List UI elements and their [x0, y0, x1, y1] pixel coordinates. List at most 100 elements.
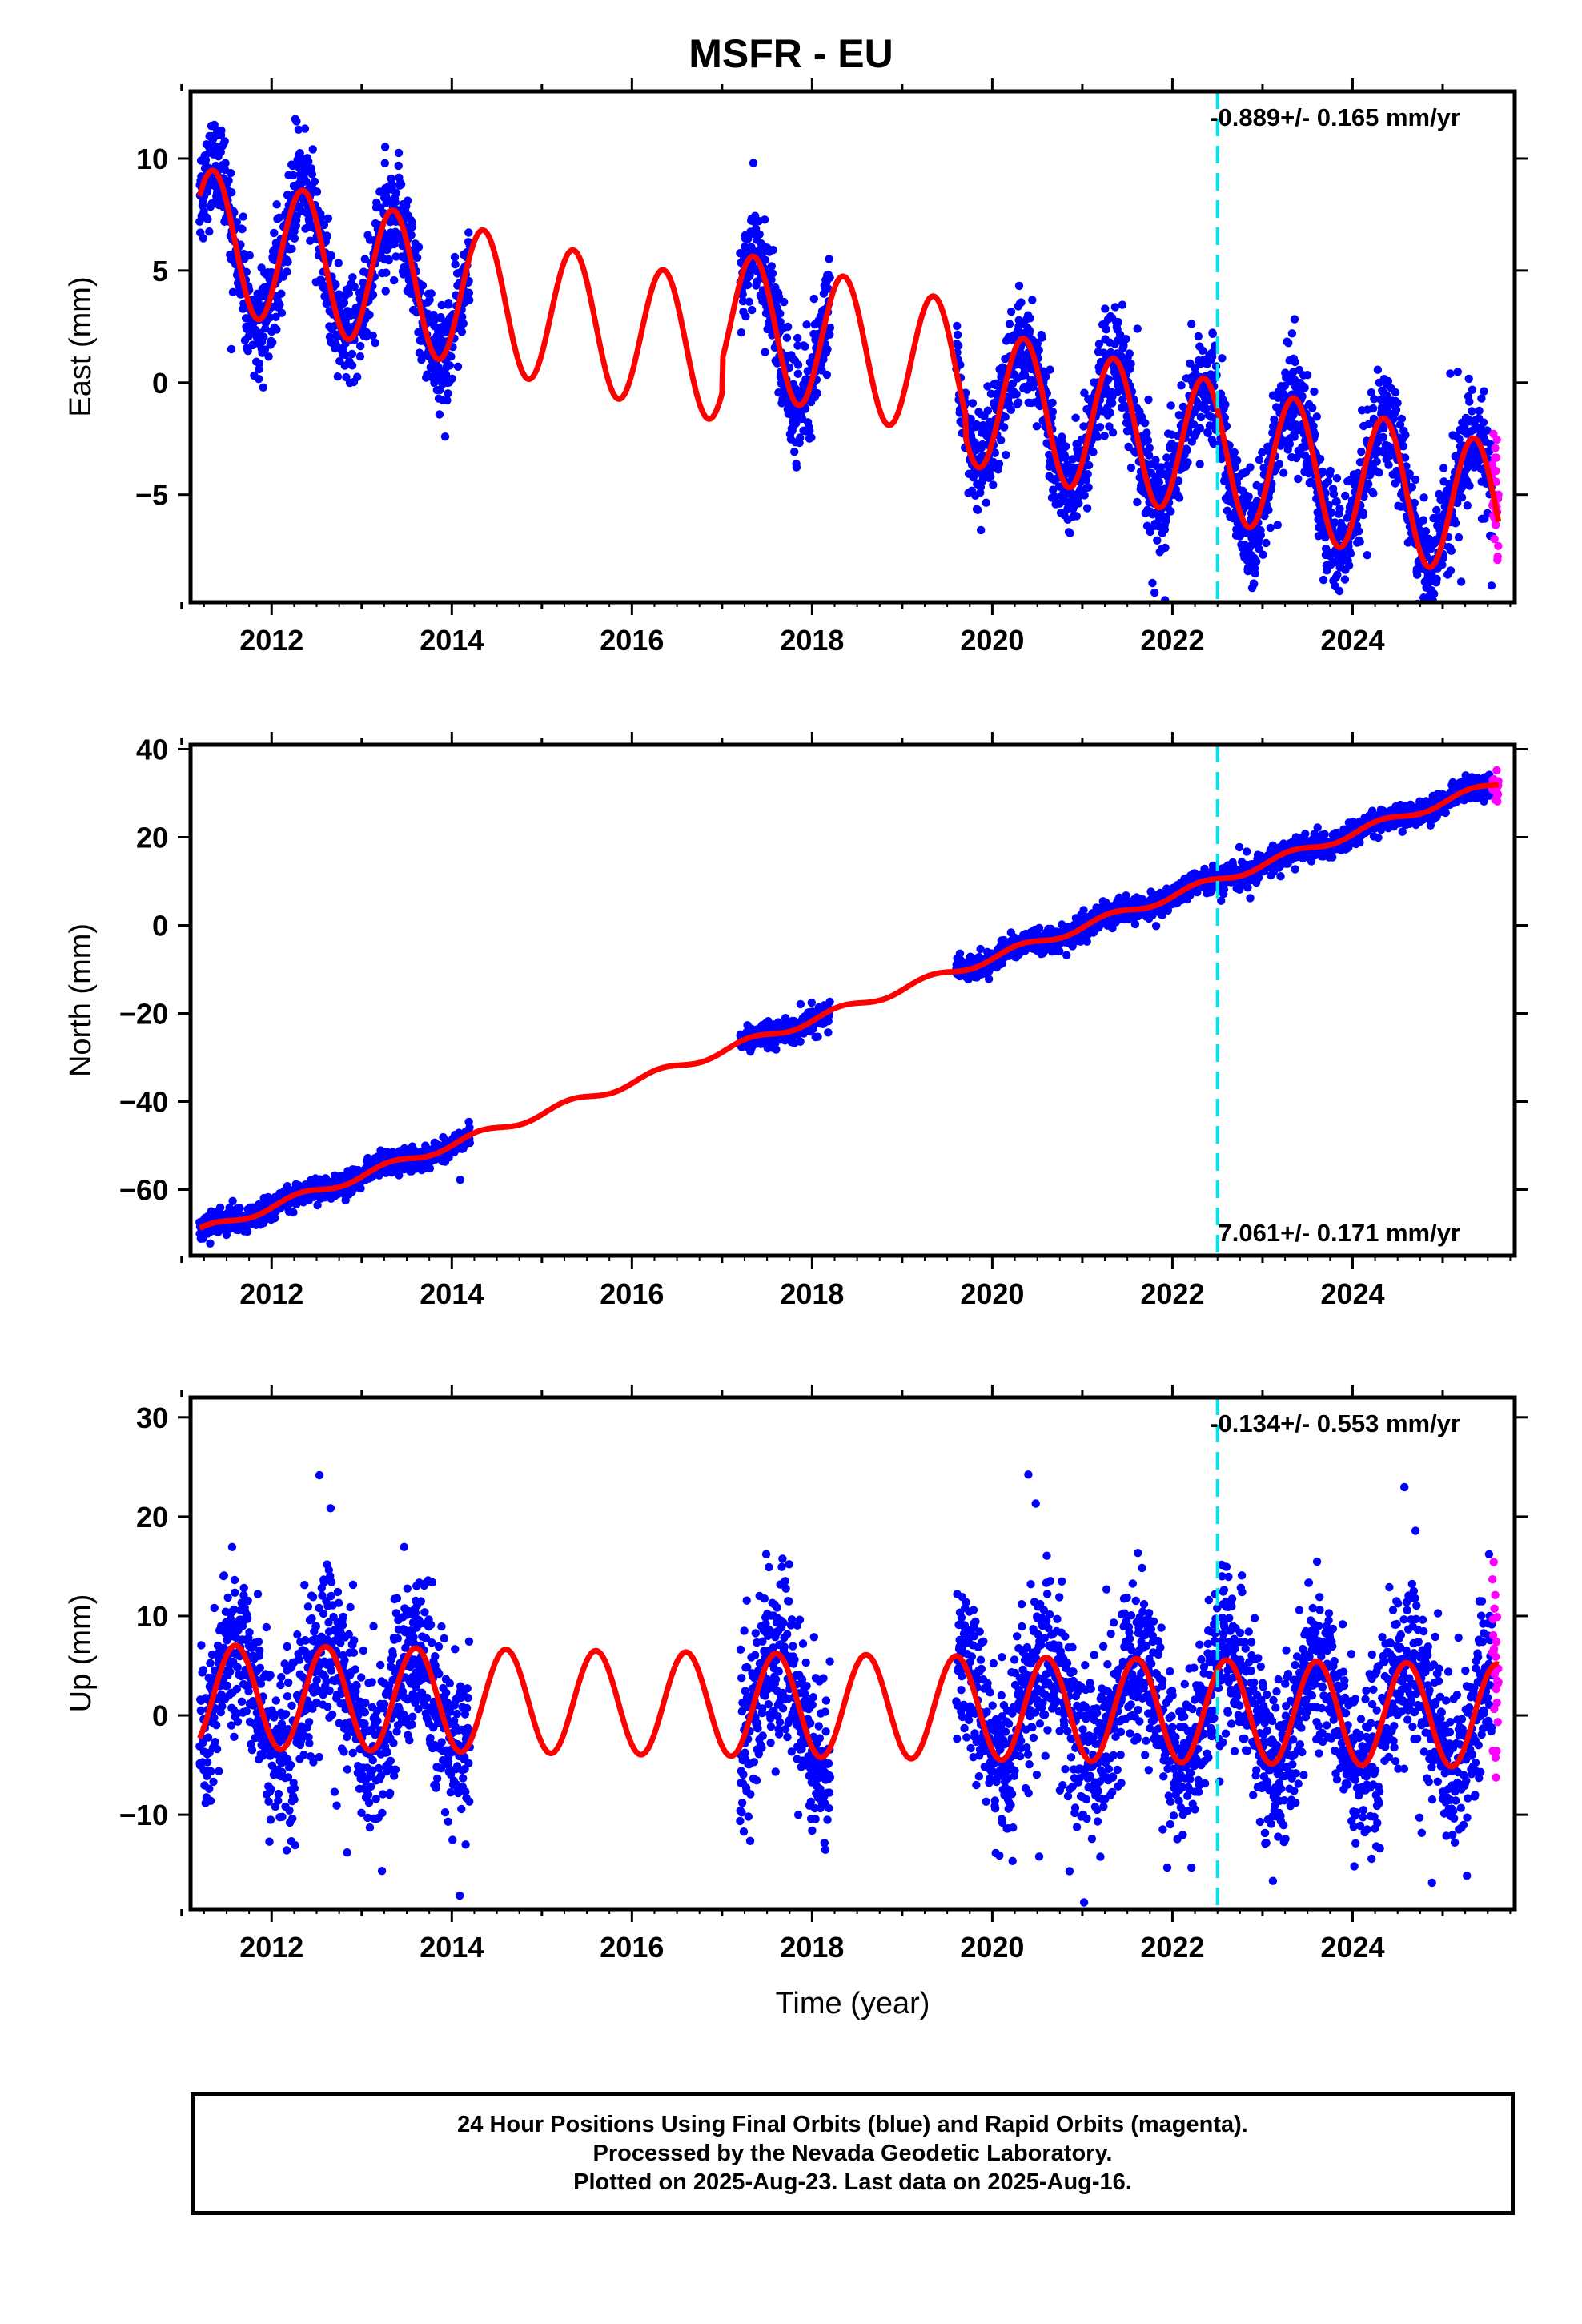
east-data-point — [310, 177, 319, 186]
east-data-point — [380, 143, 390, 151]
east-data-point — [1002, 450, 1010, 460]
east-data-point — [1246, 463, 1255, 472]
east-data-point — [1150, 588, 1159, 597]
east-data-point — [1062, 442, 1070, 451]
east-data-point — [205, 227, 214, 236]
east-data-point — [1154, 478, 1164, 487]
east-data-point — [793, 369, 802, 378]
east-data-point — [761, 255, 769, 264]
east-data-point — [989, 480, 998, 489]
east-data-point — [403, 196, 412, 205]
east-data-point — [1196, 412, 1206, 422]
east-data-point — [1424, 534, 1434, 543]
east-data-point — [425, 296, 434, 304]
east-data-point — [1230, 448, 1239, 457]
east-data-point — [1144, 395, 1153, 404]
x-tick-label: 2016 — [600, 624, 664, 657]
east-data-point — [809, 294, 818, 304]
east-data-point — [221, 159, 230, 167]
east-data-point — [1255, 456, 1264, 464]
east-data-point — [1049, 485, 1058, 494]
east-data-point — [1014, 398, 1023, 407]
east-data-point — [1066, 529, 1074, 537]
east-data-point — [805, 426, 814, 436]
east-data-point — [1042, 372, 1050, 381]
east-data-point — [974, 505, 982, 514]
east-data-point — [1268, 428, 1277, 437]
east-data-point — [440, 432, 450, 441]
east-data-point — [1355, 527, 1363, 536]
east-data-point — [990, 448, 1000, 457]
east-data-point — [1407, 483, 1417, 492]
east-data-point — [1401, 431, 1410, 440]
east-data-point — [1312, 412, 1322, 421]
east-data-point — [1145, 451, 1154, 460]
east-data-point — [1250, 580, 1259, 589]
east-data-point — [271, 312, 280, 321]
east-data-point — [737, 328, 746, 337]
east-data-point — [1014, 281, 1024, 291]
east-data-point — [243, 347, 252, 356]
east-data-point — [272, 200, 281, 209]
east-data-point — [1072, 512, 1082, 521]
east-data-point — [1308, 404, 1317, 412]
east-data-point — [1122, 335, 1130, 344]
east-data-point — [1080, 491, 1089, 500]
x-tick-label: 2024 — [1320, 624, 1384, 657]
east-data-point — [824, 284, 833, 293]
east-data-point — [954, 341, 963, 350]
east-data-point — [1102, 325, 1111, 334]
east-data-point — [1006, 307, 1016, 316]
x-tick-label: 2020 — [960, 624, 1024, 657]
east-data-point — [1108, 428, 1118, 437]
east-data-point — [1166, 507, 1175, 516]
east-data-point — [1454, 533, 1464, 542]
east-data-point — [1195, 424, 1205, 433]
north-data-point — [796, 1037, 805, 1047]
east-data-point — [283, 257, 292, 267]
east-data-point — [982, 498, 990, 507]
east-data-point — [435, 410, 444, 419]
east-data-point — [983, 406, 993, 415]
east-model-fit-line — [196, 167, 1502, 570]
east-data-point — [1063, 665, 1071, 673]
east-data-point — [412, 253, 422, 262]
east-data-point — [1162, 513, 1170, 522]
east-data-point — [1101, 304, 1110, 313]
east-data-point — [394, 161, 403, 171]
east-data-point — [1133, 497, 1142, 507]
east-final-orbit-points — [195, 115, 1496, 673]
east-data-point — [1405, 469, 1414, 478]
east-data-point — [1323, 477, 1333, 486]
east-data-point — [1110, 303, 1120, 312]
east-data-point — [1153, 536, 1162, 545]
east-data-point — [1421, 527, 1431, 536]
north-data-point — [825, 997, 834, 1007]
east-y-axis-label: East (mm) — [64, 276, 98, 416]
x-tick-label: 2012 — [239, 624, 303, 657]
east-data-point — [793, 360, 803, 369]
east-rapid-point — [1494, 541, 1503, 550]
east-data-point — [807, 433, 816, 442]
east-data-point — [1373, 365, 1383, 374]
east-data-point — [1335, 586, 1344, 596]
east-data-point — [1262, 538, 1271, 548]
east-data-point — [1332, 474, 1342, 483]
east-data-point — [1187, 320, 1196, 328]
north-plot-area — [195, 745, 1503, 1256]
east-data-point — [744, 235, 753, 243]
east-rapid-point — [1492, 477, 1501, 486]
east-data-point — [1005, 320, 1014, 328]
east-data-point — [1289, 410, 1298, 420]
east-data-point — [1397, 414, 1407, 424]
east-data-point — [464, 288, 474, 297]
east-data-point — [748, 305, 757, 315]
east-data-point — [1174, 493, 1184, 502]
east-data-point — [1089, 448, 1098, 456]
east-data-point — [1020, 371, 1030, 380]
east-data-point — [1233, 456, 1242, 465]
east-data-point — [769, 246, 777, 255]
east-data-point — [1290, 432, 1299, 441]
east-data-point — [1463, 501, 1472, 510]
east-data-point — [743, 280, 753, 290]
